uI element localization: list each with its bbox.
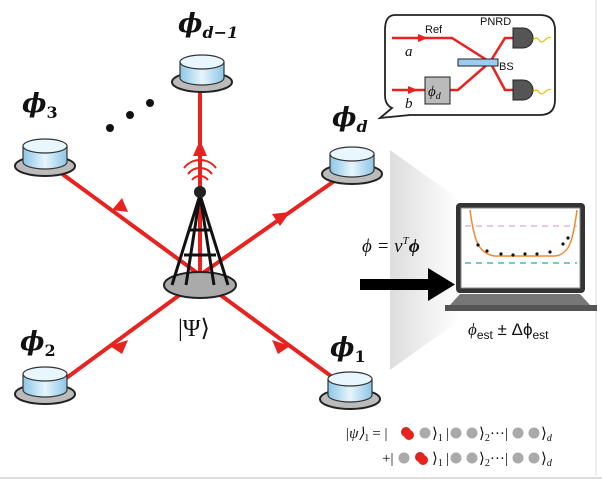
beam-splitter	[457, 58, 499, 67]
projection-shade	[390, 150, 460, 370]
beam-to-phi-3	[48, 163, 202, 277]
label-phi-2: ϕ2	[20, 327, 56, 360]
port-b-label: b	[405, 96, 413, 112]
node-phi-2	[14, 366, 76, 405]
svg-text:⟩1: ⟩1	[432, 451, 443, 469]
beam-to-phi-2	[48, 278, 202, 392]
svg-text:⟩d: ⟩d	[541, 426, 553, 444]
node-phi-d-1	[171, 54, 233, 93]
phase-box	[424, 76, 451, 105]
estimator-equation: ϕ = νTϕ	[362, 235, 420, 257]
bs-label: BS	[499, 61, 514, 73]
svg-text:⟩2···|: ⟩2···|	[479, 451, 508, 469]
big-arrow	[360, 268, 455, 301]
svg-text:⟩2···|: ⟩2···|	[479, 426, 508, 444]
port-a-label: a	[405, 44, 413, 60]
beam-to-phi-d	[198, 168, 352, 277]
fit-curve	[469, 209, 578, 257]
source-antenna	[163, 159, 237, 299]
source-state-label: |Ψ⟩	[178, 316, 210, 342]
phase-box-label: ϕd	[428, 84, 442, 102]
inset-interferometer	[377, 14, 556, 120]
beam-arrowheads	[110, 140, 290, 354]
ellipsis-dots	[106, 99, 154, 132]
pnrd-label: PNRD	[480, 16, 511, 28]
state-line-1: |ψ⟩1 = |	[345, 426, 388, 444]
ref-label: Ref	[425, 24, 443, 36]
svg-text:|: |	[446, 451, 449, 467]
state-line-2-prefix: +|	[382, 451, 393, 467]
node-phi-3	[14, 138, 76, 177]
beams	[48, 85, 352, 392]
node-phi-d	[321, 146, 383, 185]
label-phi-d-1: ϕd−1	[178, 9, 238, 42]
state-equation: |ψ⟩1 = | +| ⟩1 ⟩1 | | ⟩2···| ⟩2···| ⟩d ⟩d	[345, 426, 553, 469]
estimate-result: ϕest ± Δϕest	[468, 320, 549, 342]
svg-text:|: |	[446, 426, 449, 442]
node-phi-1	[319, 371, 381, 410]
detector-icon	[512, 27, 534, 49]
data-points	[476, 236, 570, 257]
label-phi-1: ϕ1	[330, 333, 366, 366]
svg-text:⟩d: ⟩d	[541, 451, 553, 469]
label-phi-3: ϕ3	[22, 89, 58, 122]
signal-waves-icon	[183, 159, 217, 181]
laptop	[445, 203, 597, 311]
detector-icon	[512, 79, 534, 101]
beam-to-phi-1	[198, 278, 352, 392]
svg-text:⟩1: ⟩1	[432, 426, 443, 444]
label-phi-d: ϕd	[332, 103, 368, 136]
